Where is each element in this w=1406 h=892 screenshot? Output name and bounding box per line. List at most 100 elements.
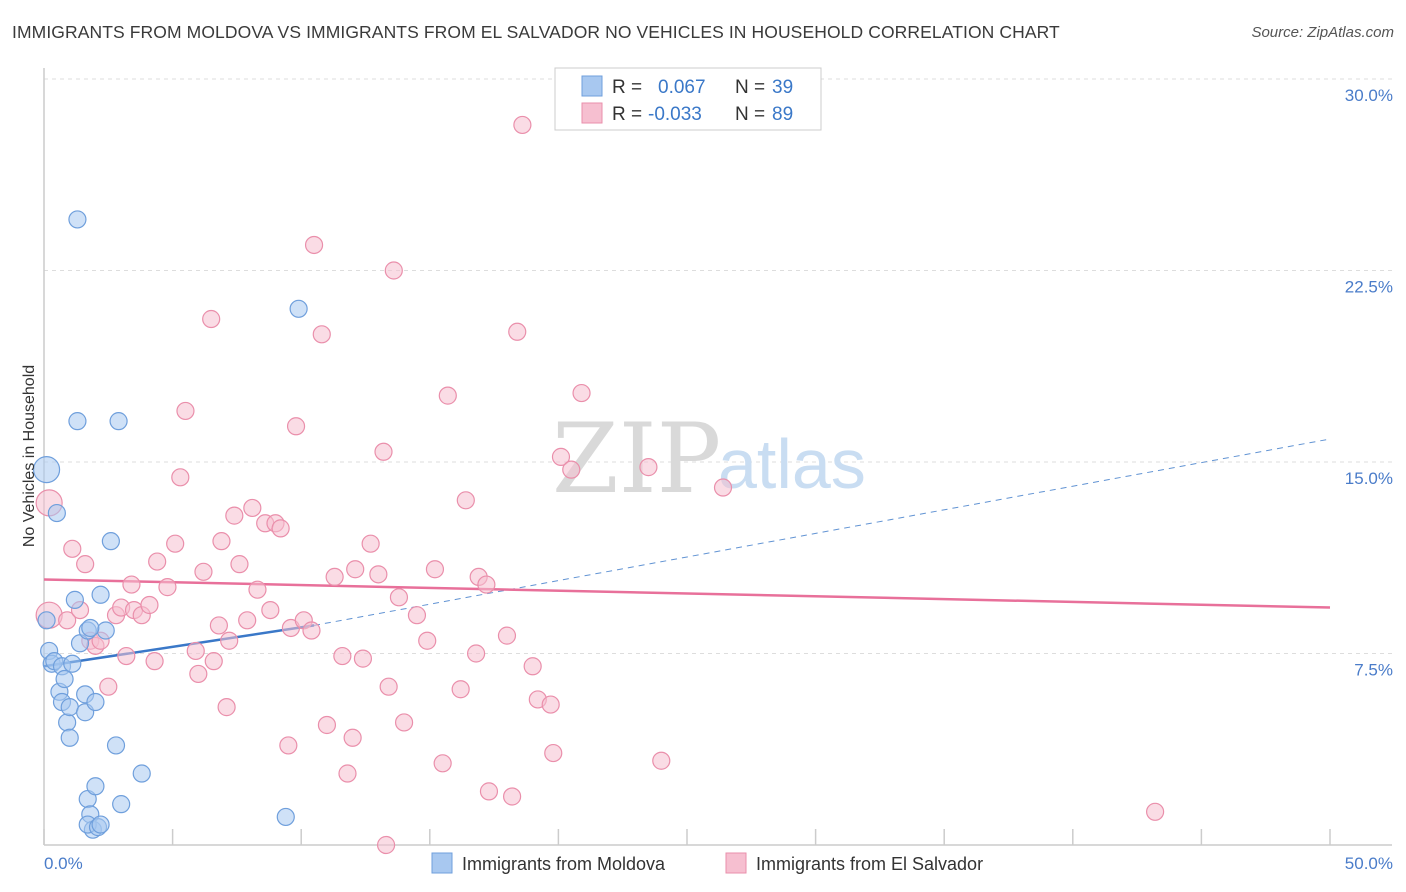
point-moldova-11 (60, 728, 79, 747)
point-salvador-72 (497, 626, 517, 645)
y-axis-title: No Vehicles in Household (21, 365, 38, 547)
source-credit: Source: ZipAtlas.com (1251, 24, 1394, 41)
point-moldova-28 (96, 621, 115, 640)
legend-n-value-2: 89 (772, 104, 793, 125)
point-salvador-73 (503, 787, 522, 806)
point-moldova-34 (81, 618, 100, 638)
point-salvador-2 (58, 611, 77, 630)
trend-line-moldova (43, 624, 315, 668)
point-salvador-33 (230, 555, 249, 574)
point-salvador-79 (544, 743, 563, 763)
point-salvador-9 (99, 677, 118, 696)
y-tick-label-2: 22.5% (1345, 278, 1393, 297)
point-salvador-26 (202, 309, 221, 329)
point-salvador-45 (302, 621, 321, 640)
legend-r-label-2: R = (612, 104, 642, 125)
legend-swatch-salvador (581, 102, 603, 124)
point-salvador-56 (369, 565, 388, 584)
point-salvador-48 (317, 715, 337, 735)
point-salvador-82 (572, 383, 591, 403)
legend-n-label-2: N = (735, 104, 765, 125)
legend-swatch-moldova (581, 75, 603, 97)
point-salvador-71 (479, 782, 499, 801)
point-moldova-29 (101, 532, 120, 551)
point-salvador-81 (562, 460, 581, 479)
point-moldova-5 (47, 503, 66, 523)
point-moldova-33 (132, 764, 151, 783)
point-salvador-41 (279, 736, 298, 755)
point-moldova-32 (112, 795, 131, 814)
point-salvador-20 (166, 534, 185, 553)
y-tick-label-3: 30.0% (1345, 86, 1393, 105)
point-salvador-47 (312, 325, 331, 344)
watermark-atlas: atlas (718, 425, 866, 503)
point-salvador-40 (271, 519, 290, 538)
legend-n-label-1: N = (735, 77, 765, 98)
bottom-legend-label-salvador: Immigrants from El Salvador (756, 854, 983, 874)
point-salvador-54 (353, 649, 373, 668)
point-salvador-51 (338, 764, 357, 783)
point-moldova-31 (109, 412, 128, 431)
legend-r-value-2: -0.033 (648, 104, 702, 125)
point-moldova-9 (55, 669, 74, 689)
point-salvador-75 (513, 115, 532, 135)
point-moldova-14 (68, 210, 87, 229)
x-tick-labels: 0.0% 50.0% (44, 854, 1393, 873)
watermark-zip: ZIP (552, 403, 721, 515)
point-moldova-0 (32, 456, 61, 484)
point-salvador-59 (384, 261, 403, 280)
point-salvador-32 (225, 506, 244, 525)
point-salvador-38 (261, 600, 280, 620)
point-salvador-57 (374, 442, 393, 461)
point-salvador-25 (194, 562, 213, 581)
bottom-legend-label-moldova: Immigrants from Moldova (462, 854, 666, 874)
point-salvador-5 (76, 555, 95, 574)
point-salvador-29 (212, 532, 231, 551)
point-salvador-88 (477, 575, 496, 594)
point-salvador-53 (346, 560, 365, 579)
series-legend: Immigrants from Moldova Immigrants from … (431, 852, 983, 874)
point-salvador-67 (451, 680, 470, 699)
point-salvador-30 (217, 698, 236, 717)
point-salvador-13 (122, 575, 141, 594)
point-salvador-24 (189, 664, 208, 684)
point-salvador-76 (523, 657, 542, 676)
point-salvador-52 (343, 728, 362, 747)
y-tick-label-1: 15.0% (1345, 469, 1393, 488)
point-salvador-50 (333, 646, 352, 666)
point-salvador-78 (541, 695, 560, 714)
legend-r-value-1: 0.067 (658, 77, 706, 98)
correlation-legend: R = 0.067 N = 39 R = -0.033 N = 89 (554, 67, 822, 131)
point-salvador-36 (248, 580, 267, 599)
y-tick-labels: 7.5% 15.0% 22.5% 30.0% (1345, 86, 1393, 680)
point-salvador-61 (394, 713, 414, 732)
point-moldova-12 (60, 698, 79, 717)
point-salvador-31 (220, 631, 239, 650)
point-salvador-23 (186, 641, 205, 661)
point-salvador-34 (238, 611, 257, 630)
point-salvador-83 (639, 458, 658, 477)
point-salvador-19 (158, 578, 177, 597)
point-moldova-36 (63, 654, 82, 673)
point-salvador-69 (466, 644, 486, 663)
point-salvador-58 (379, 677, 398, 696)
x-tick-label-max: 50.0% (1345, 854, 1393, 873)
trend-line-moldova-extension (313, 438, 1331, 626)
point-salvador-68 (456, 491, 475, 510)
point-salvador-62 (407, 606, 427, 625)
point-salvador-86 (1146, 802, 1165, 821)
point-moldova-35 (68, 412, 87, 431)
point-salvador-87 (376, 835, 396, 855)
point-salvador-80 (551, 447, 571, 466)
point-salvador-27 (204, 652, 223, 671)
point-salvador-12 (117, 646, 136, 666)
point-salvador-17 (145, 652, 164, 671)
point-moldova-23 (86, 692, 105, 712)
point-moldova-26 (91, 815, 110, 834)
point-moldova-1 (37, 611, 56, 630)
point-salvador-3 (63, 539, 82, 558)
chart-title: IMMIGRANTS FROM MOLDOVA VS IMMIGRANTS FR… (12, 22, 1060, 42)
point-moldova-38 (289, 299, 308, 318)
point-salvador-85 (713, 478, 733, 497)
